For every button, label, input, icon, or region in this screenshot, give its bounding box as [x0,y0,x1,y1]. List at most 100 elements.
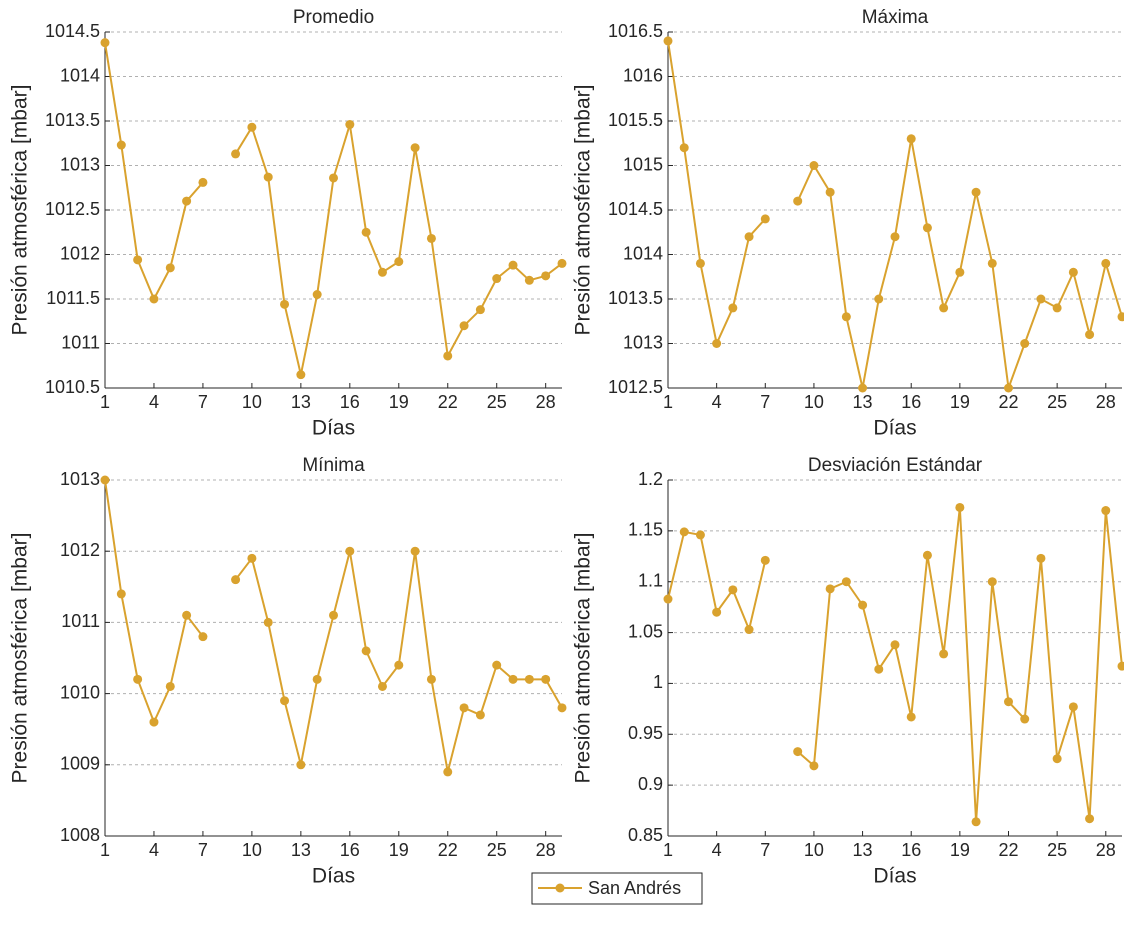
data-point [955,502,965,512]
data-point [475,710,485,720]
subplot: 0.85 0.9 0.95 1 1.05 1.1 1.15 1.2 1 4 7 10 13 16 19 22 2… [572,455,1124,888]
y-tick-label: 1.05 [628,621,663,641]
y-tick-label: 1011 [61,611,100,631]
data-point [410,143,420,153]
data-point [1004,697,1013,707]
x-tick-label: 10 [804,392,824,412]
data-point [149,294,159,304]
data-point [443,351,453,361]
x-tick-label: 1 [663,392,673,412]
x-axis-label: Días [312,865,355,888]
y-tick-label: 1.15 [628,520,663,540]
data-point [100,475,110,485]
x-axis-label: Días [312,417,355,440]
data-point [247,553,257,563]
data-point [744,232,754,242]
y-tick-label: 0.95 [628,723,663,743]
x-tick-label: 7 [198,392,208,412]
data-point [922,550,932,560]
y-tick-label: 1011.5 [46,288,100,308]
y-tick-label: 1016.5 [608,21,663,41]
x-tick-label: 28 [1096,392,1116,412]
data-point [1036,553,1046,563]
data-point [809,161,819,170]
y-tick-label: 1012 [60,540,100,560]
data-point [987,577,997,587]
data-point [1085,330,1095,340]
x-tick-label: 16 [901,392,921,412]
x-tick-label: 1 [663,840,673,860]
data-point [793,747,803,757]
x-axis-label: Días [873,417,916,440]
data-point [410,546,420,556]
y-axis-label: Presión atmosférica [mbar] [572,85,595,336]
y-tick-label: 1016 [623,65,663,85]
data-point [760,555,770,565]
x-tick-label: 10 [242,840,262,860]
data-point [492,660,502,670]
data-point [524,275,534,285]
data-point [100,38,110,48]
data-point [1068,267,1078,277]
x-tick-label: 16 [340,840,360,860]
data-line [104,479,563,773]
y-tick-label: 1015 [623,154,663,174]
data-point [557,258,567,268]
data-point [263,617,273,627]
data-point [841,577,851,587]
data-point [182,196,192,206]
x-tick-label: 19 [950,392,970,412]
data-point [329,173,338,183]
y-tick-label: 0.85 [628,825,663,845]
data-point [475,305,485,315]
x-tick-label: 28 [536,392,556,412]
x-tick-label: 25 [487,392,507,412]
x-tick-label: 13 [291,840,311,860]
x-tick-label: 28 [536,840,556,860]
data-line [667,507,1123,822]
x-tick-label: 7 [198,840,208,860]
data-point [377,267,387,277]
data-line [104,42,563,375]
y-tick-label: 1014.5 [45,21,100,41]
chart-title: Desviación Estándar [808,455,983,476]
y-axis-label: Presión atmosférica [mbar] [9,85,32,336]
x-tick-label: 13 [291,392,311,412]
data-point [679,527,689,537]
data-point [312,674,322,684]
data-point [296,760,306,770]
chart-title: Máxima [862,7,929,28]
x-tick-label: 7 [760,392,770,412]
data-point [1117,661,1124,671]
x-tick-label: 22 [998,392,1018,412]
data-point [971,187,981,197]
data-point [1117,312,1124,322]
data-point [116,140,126,150]
data-point [1052,303,1062,313]
x-tick-label: 10 [804,840,824,860]
data-point [1020,339,1030,348]
y-tick-label: 1010.5 [45,377,100,397]
subplot: 1012.510131013.510141014.510151015.51016… [572,7,1124,440]
data-point [712,607,722,617]
x-tick-label: 4 [149,392,159,412]
data-point [858,600,868,610]
data-point [1101,506,1111,516]
data-point [1004,383,1013,393]
data-point [858,383,868,393]
data-line [667,40,1123,389]
data-point [361,646,371,656]
data-point [1036,294,1046,304]
data-point [394,257,404,267]
y-tick-label: 1013.5 [608,288,663,308]
data-point [744,625,754,635]
data-point [394,660,404,670]
data-point [426,674,436,684]
data-point [541,271,551,281]
y-tick-label: 1013 [60,469,100,489]
data-point [760,214,770,224]
chart-title: Promedio [293,7,374,28]
y-tick-label: 1010 [60,682,100,702]
data-point [361,227,371,237]
